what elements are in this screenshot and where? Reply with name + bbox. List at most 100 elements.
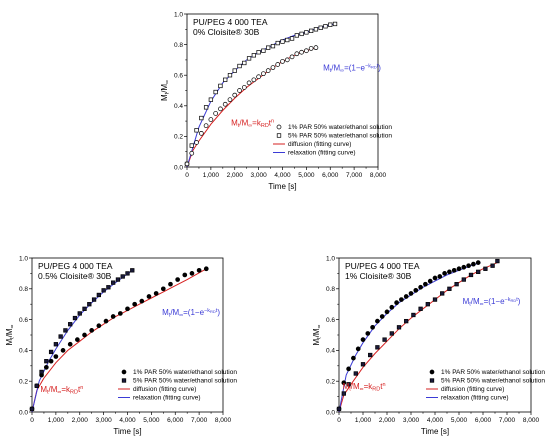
legend-label: relaxation (fitting curve): [441, 395, 509, 402]
data-point-square: [275, 40, 280, 46]
data-point-circle: [75, 337, 80, 342]
data-point-circle: [222, 101, 228, 107]
x-tick-label: 4,000: [427, 417, 444, 424]
data-point-square: [382, 337, 387, 342]
x-tick-label: 7,000: [499, 417, 516, 424]
data-point-square: [418, 306, 423, 311]
data-point-circle: [437, 274, 443, 279]
data-point-square: [227, 73, 233, 78]
data-point-circle: [375, 318, 380, 324]
data-point-square: [432, 297, 438, 302]
y-tick-label: 0.4: [19, 348, 28, 355]
data-point-circle: [360, 337, 366, 342]
data-point-square: [39, 369, 44, 375]
data-point-circle: [196, 267, 202, 273]
data-point-square: [360, 362, 366, 367]
data-point-circle: [265, 68, 271, 73]
y-tick-label: 0.4: [174, 103, 183, 110]
diffusion-equation: Mt/M∞=kRDtn: [40, 385, 83, 396]
data-point-square: [389, 331, 394, 336]
data-point-square: [68, 322, 73, 327]
data-point-square: [261, 48, 266, 53]
data-point-circle: [227, 97, 233, 103]
data-point-square: [63, 328, 68, 333]
data-point-square: [425, 302, 430, 307]
data-point-circle: [365, 331, 371, 336]
data-point-square: [304, 30, 309, 35]
x-tick-label: 0: [30, 417, 34, 424]
fit-curve-line: [31, 268, 207, 413]
data-point-square: [34, 383, 39, 388]
data-point-circle: [275, 62, 281, 67]
data-point-square: [111, 280, 116, 285]
data-point-square: [96, 292, 102, 298]
y-tick-label: 0.0: [326, 409, 335, 416]
legend-marker-square: [276, 133, 282, 138]
x-axis-label: Time [s]: [268, 182, 296, 191]
data-point-circle: [117, 311, 123, 316]
data-point-square: [101, 288, 106, 293]
data-point-square: [87, 302, 92, 307]
y-tick-label: 0.0: [174, 164, 183, 171]
data-point-circle: [232, 92, 238, 98]
data-point-circle: [427, 278, 433, 284]
data-point-circle: [203, 266, 209, 272]
data-point-circle: [451, 267, 457, 273]
data-point-circle: [475, 260, 481, 265]
x-tick-label: 5,000: [451, 417, 468, 424]
data-point-square: [280, 39, 285, 44]
data-point-square: [285, 37, 290, 43]
legend-label: 5% PAR 50% water/ethanol solution: [133, 378, 237, 385]
data-point-square: [447, 286, 452, 291]
legend-label: diffusion (fitting curve): [288, 141, 351, 148]
data-point-circle: [189, 271, 195, 276]
data-point-square: [328, 22, 333, 27]
legend-label: relaxation (fitting curve): [288, 150, 356, 157]
y-tick-label: 0.8: [326, 286, 335, 293]
data-point-circle: [182, 272, 188, 278]
data-point-square: [461, 277, 466, 282]
data-point-circle: [189, 150, 195, 156]
data-point-square: [396, 325, 402, 330]
data-point-square: [404, 318, 409, 324]
y-tick-label: 1.0: [326, 255, 335, 262]
legend-label: 1% PAR 50% water/ethanol solution: [441, 369, 545, 376]
data-point-square: [44, 359, 49, 364]
data-point-square: [208, 97, 214, 102]
chart-0: 0 1,000 2,000 3,000 4,000 5,000 6,000 7,000 8,00…: [160, 11, 392, 191]
data-point-circle: [413, 287, 419, 293]
data-point-square: [270, 43, 276, 49]
legend-label: 1% PAR 50% water/ethanol solution: [133, 369, 237, 376]
data-point-circle: [246, 80, 252, 86]
x-tick-label: 2,000: [379, 417, 396, 424]
data-point-circle: [153, 291, 159, 296]
data-point-square: [476, 269, 481, 275]
data-point-square: [251, 53, 257, 58]
legend-label: diffusion (fitting curve): [441, 386, 504, 393]
data-point-square: [199, 115, 204, 121]
data-point-circle: [299, 49, 304, 55]
data-point-circle: [198, 130, 204, 136]
data-point-square: [194, 128, 199, 133]
data-point-circle: [82, 332, 87, 338]
data-point-square: [189, 143, 194, 148]
legend-label: relaxation (fitting curve): [133, 395, 201, 402]
data-point-circle: [447, 269, 452, 275]
y-tick-label: 0.8: [19, 286, 28, 293]
diffusion-equation: Mt/M∞=kRDtn: [231, 119, 274, 130]
data-point-square: [203, 105, 209, 110]
legend-marker-circle: [429, 369, 435, 375]
data-point-square: [213, 89, 218, 95]
data-point-circle: [194, 140, 199, 145]
x-tick-label: 2,000: [72, 417, 89, 424]
data-point-circle: [43, 364, 49, 370]
y-axis-label: Mt/M∞: [312, 324, 323, 345]
data-point-circle: [110, 314, 116, 319]
data-point-circle: [370, 324, 375, 330]
y-tick-label: 0.2: [174, 134, 183, 141]
data-point-circle: [432, 275, 438, 281]
data-point-square: [375, 345, 380, 350]
data-point-circle: [389, 304, 395, 310]
x-tick-label: 8,000: [523, 417, 540, 424]
relaxation-equation: Mt/M∞=(1−e−kRDt): [463, 297, 521, 308]
